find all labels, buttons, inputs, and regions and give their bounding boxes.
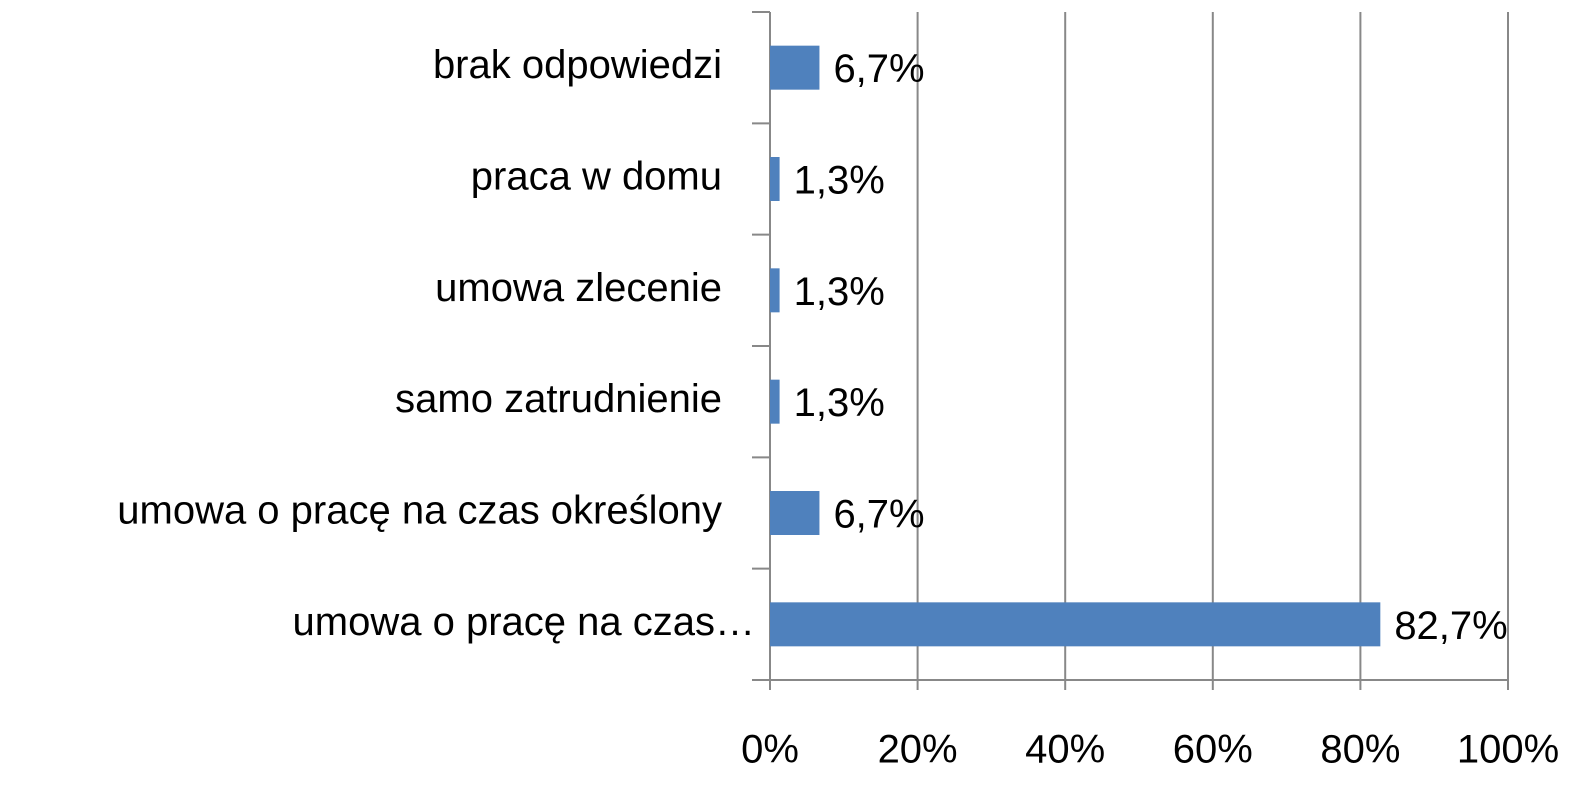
x-tick-label: 40% bbox=[1025, 728, 1105, 772]
data-label: 1,3% bbox=[794, 381, 885, 425]
y-tick-label: praca w domu bbox=[471, 155, 722, 199]
bar bbox=[770, 379, 780, 424]
x-tick-label: 80% bbox=[1320, 728, 1400, 772]
x-tick-label: 100% bbox=[1457, 728, 1559, 772]
bar bbox=[770, 491, 820, 535]
data-label: 6,7% bbox=[833, 493, 924, 537]
y-tick-label: umowa o pracę na czas… bbox=[293, 600, 755, 644]
data-label: 6,7% bbox=[833, 47, 924, 91]
bar bbox=[770, 602, 1381, 647]
bar bbox=[770, 157, 780, 201]
y-tick-label: umowa o pracę na czas określony bbox=[117, 489, 722, 533]
y-tick-label: samo zatrudnienie bbox=[395, 377, 722, 421]
data-label: 1,3% bbox=[794, 159, 885, 203]
y-tick-label: brak odpowiedzi bbox=[433, 43, 722, 87]
bar bbox=[770, 45, 820, 90]
y-tick-label: umowa zlecenie bbox=[435, 266, 722, 310]
data-label: 82,7% bbox=[1394, 604, 1507, 648]
x-tick-label: 20% bbox=[878, 728, 958, 772]
x-tick-label: 60% bbox=[1173, 728, 1253, 772]
data-label: 1,3% bbox=[794, 270, 885, 314]
x-tick-label: 0% bbox=[741, 728, 799, 772]
bar bbox=[770, 268, 780, 313]
